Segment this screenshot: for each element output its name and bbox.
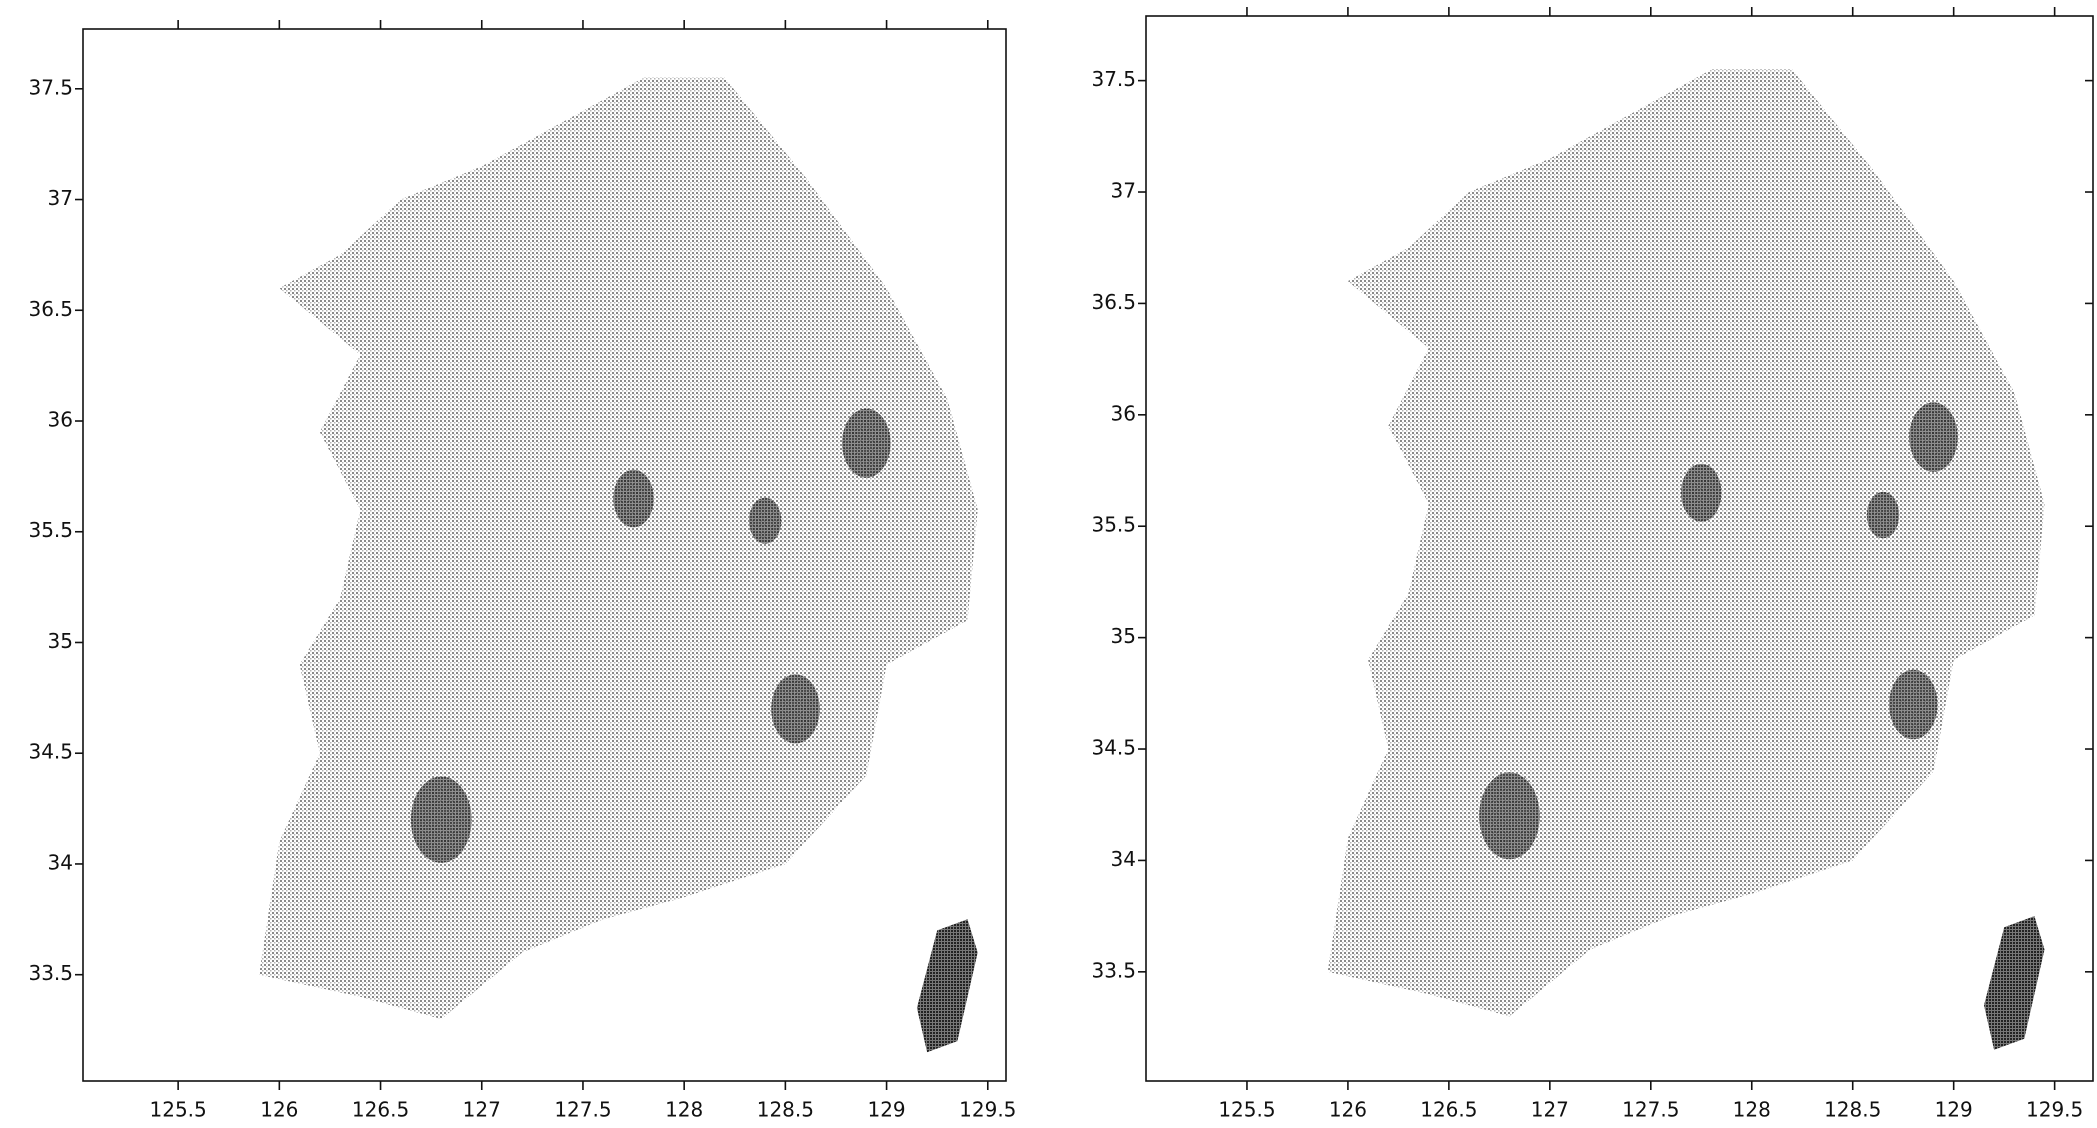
y-tick-label: 37.5: [1091, 67, 1136, 91]
dense-area: [1909, 402, 1958, 472]
y-tick-label: 36.5: [1091, 290, 1136, 314]
island-area: [1984, 916, 2045, 1050]
y-tick-label: 36: [1111, 401, 1136, 425]
plot-frame: [1145, 15, 2094, 1082]
y-tick-label: 35.5: [1091, 513, 1136, 537]
x-tick-label: 128.5: [757, 1098, 814, 1122]
dense-area: [1866, 491, 1900, 539]
x-tick-label: 128: [665, 1098, 703, 1122]
x-tick-label: 127.5: [1622, 1098, 1679, 1122]
y-tick-label: 34.5: [28, 740, 73, 764]
x-tick-label: 129: [1935, 1098, 1973, 1122]
y-tick-label: 36: [48, 408, 73, 432]
dense-area: [410, 776, 472, 863]
y-tick-label: 34: [1111, 847, 1136, 871]
y-tick-label: 37: [48, 186, 73, 210]
land-area: [1327, 69, 2045, 1017]
x-tick-label: 126.5: [1420, 1098, 1477, 1122]
y-tick-label: 33.5: [28, 961, 73, 985]
x-tick-label: 126.5: [352, 1098, 409, 1122]
y-tick-label: 35: [1111, 624, 1136, 648]
x-tick-label: 129.5: [959, 1098, 1016, 1122]
dense-area: [613, 469, 654, 528]
land-area: [259, 77, 978, 1019]
x-tick-label: 128.5: [1824, 1098, 1881, 1122]
y-tick-label: 33.5: [1091, 958, 1136, 982]
x-tick-label: 128: [1733, 1098, 1771, 1122]
x-tick-label: 129: [867, 1098, 905, 1122]
y-tick-label: 37: [1111, 179, 1136, 203]
x-tick-label: 127.5: [554, 1098, 611, 1122]
dense-area: [771, 674, 820, 744]
x-tick-label: 127: [1531, 1098, 1569, 1122]
x-tick-label: 129.5: [2026, 1098, 2083, 1122]
dense-area: [748, 497, 782, 544]
x-tick-label: 125.5: [150, 1098, 207, 1122]
y-tick-label: 36.5: [28, 297, 73, 321]
dense-area: [1681, 463, 1722, 522]
y-tick-label: 37.5: [28, 75, 73, 99]
x-tick-label: 126: [1329, 1098, 1367, 1122]
y-tick-label: 34: [48, 850, 73, 874]
dense-area: [1479, 772, 1540, 860]
x-tick-label: 126: [260, 1098, 298, 1122]
x-tick-label: 127: [463, 1098, 501, 1122]
y-tick-label: 35: [48, 629, 73, 653]
island-area: [916, 919, 978, 1053]
y-tick-label: 34.5: [1091, 736, 1136, 760]
x-tick-label: 125.5: [1218, 1098, 1275, 1122]
plot-frame: [82, 28, 1007, 1082]
dense-area: [1889, 669, 1938, 740]
dense-area: [842, 408, 891, 478]
y-tick-label: 35.5: [28, 518, 73, 542]
